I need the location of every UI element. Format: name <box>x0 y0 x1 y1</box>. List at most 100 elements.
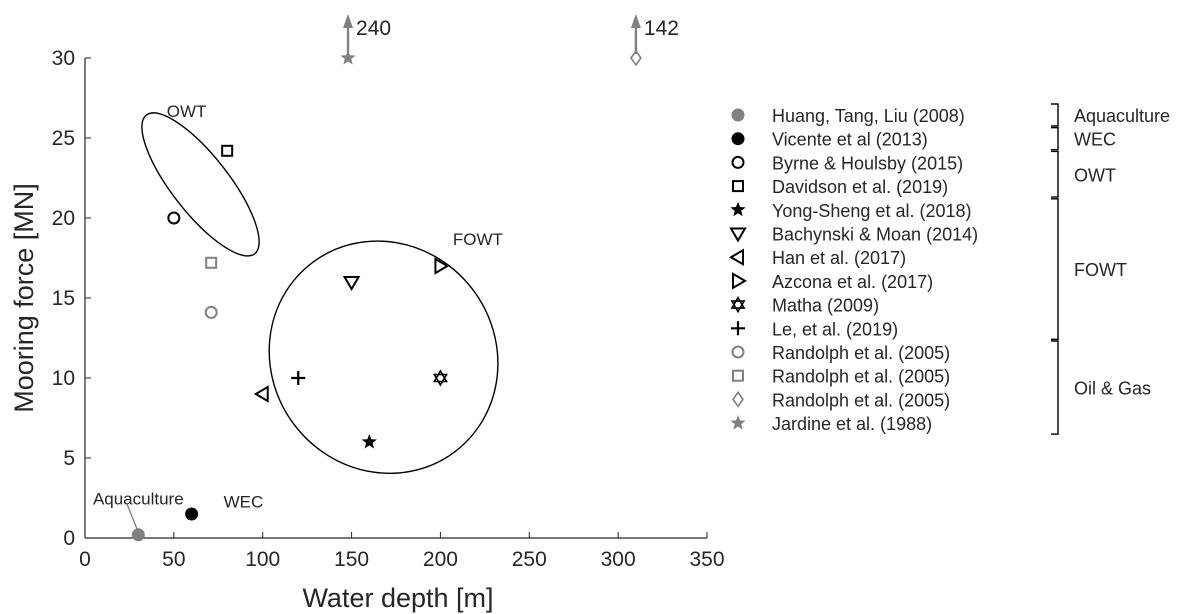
legend-label: Randolph et al. (2005) <box>772 367 950 387</box>
data-point <box>131 528 145 542</box>
y-tick-label: 5 <box>63 447 75 470</box>
offscale-arrowhead <box>343 14 354 28</box>
legend-entry: Huang, Tang, Liu (2008) <box>731 106 965 126</box>
data-point <box>342 276 361 291</box>
y-tick-label: 0 <box>63 527 75 550</box>
legend-marker <box>732 369 744 382</box>
data-point <box>434 257 450 275</box>
group-ellipses <box>141 112 499 475</box>
legend-marker <box>731 155 745 169</box>
legend-entry: Le, et al. (2019) <box>731 319 898 339</box>
legend-entry: Matha (2009) <box>730 296 879 316</box>
data-point <box>204 305 218 319</box>
legend-group-bracket <box>1051 198 1059 340</box>
legend-entry: Vicente et al (2013) <box>731 130 928 150</box>
data-point <box>361 434 377 449</box>
data-point <box>221 144 234 157</box>
legend-group-label: Oil & Gas <box>1074 379 1151 399</box>
offscale-value-label: 240 <box>356 17 391 40</box>
y-tick-label: 20 <box>52 207 75 230</box>
legend: Huang, Tang, Liu (2008) Vicente et al (20… <box>729 103 1170 435</box>
legend-group-bracket <box>1051 340 1059 435</box>
legend-marker <box>731 108 745 122</box>
ellipse-fowt <box>268 240 499 475</box>
legend-group-label: Aquaculture <box>1074 106 1170 126</box>
legend-entry: Randolph et al. (2005) <box>731 343 950 363</box>
legend-entry: Davidson et al. (2019) <box>732 177 948 197</box>
legend-label: Byrne & Houlsby (2015) <box>772 153 963 173</box>
legend-label: Randolph et al. (2005) <box>772 390 950 410</box>
x-tick-label: 200 <box>423 548 458 571</box>
x-tick-label: 150 <box>334 548 369 571</box>
legend-group-bracket <box>1051 103 1059 127</box>
legend-entry: Bachynski & Moan (2014) <box>729 225 978 245</box>
legend-label: Jardine et al. (1988) <box>772 414 932 434</box>
ellipse-owt <box>141 112 260 257</box>
x-tick-label: 300 <box>601 548 636 571</box>
legend-group-bracket <box>1051 127 1059 151</box>
x-tick-label: 100 <box>245 548 280 571</box>
data-point <box>253 385 269 403</box>
annotation-owt: OWT <box>167 102 207 121</box>
data-markers: 240 142 <box>131 14 679 542</box>
offscale-arrowhead <box>630 14 641 28</box>
legend-entry: Randolph et al. (2005) <box>732 367 950 387</box>
x-tick-label: 250 <box>512 548 547 571</box>
data-point <box>205 256 218 269</box>
x-tick-label: 0 <box>79 548 91 571</box>
legend-marker <box>729 227 747 243</box>
legend-marker <box>731 345 745 359</box>
legend-marker <box>731 132 745 146</box>
legend-entry: Han et al. (2017) <box>729 248 906 268</box>
legend-marker <box>730 201 746 217</box>
legend-label: Huang, Tang, Liu (2008) <box>772 106 965 126</box>
legend-marker <box>730 296 746 314</box>
data-point <box>291 371 306 385</box>
x-axis-label: Water depth [m] <box>302 583 493 613</box>
legend-entry: Jardine et al. (1988) <box>730 414 932 434</box>
axes: 0 50 100 150 200 250 300 350 0 5 10 15 20 25 30 <box>52 47 725 571</box>
legend-label: Han et al. (2017) <box>772 248 906 268</box>
legend-marker <box>731 321 745 336</box>
data-point <box>167 211 181 225</box>
legend-group-bracket <box>1051 150 1059 198</box>
y-tick-label: 25 <box>52 127 75 150</box>
x-tick-label: 350 <box>689 548 724 571</box>
legend-group-label: WEC <box>1074 130 1116 150</box>
legend-marker <box>732 180 744 193</box>
legend-marker <box>732 391 744 408</box>
data-point <box>432 369 448 387</box>
legend-label: Azcona et al. (2017) <box>772 272 933 292</box>
legend-group-label: OWT <box>1074 165 1116 185</box>
x-tick-label: 50 <box>162 548 185 571</box>
annotation-aquaculture: Aquaculture <box>93 489 184 508</box>
legend-entry: Azcona et al. (2017) <box>732 272 933 292</box>
data-point <box>340 50 356 65</box>
legend-label: Vicente et al (2013) <box>772 130 928 150</box>
y-tick-label: 30 <box>52 47 75 70</box>
data-point <box>185 507 199 521</box>
legend-group-label: FOWT <box>1074 260 1127 280</box>
legend-marker <box>729 248 744 266</box>
annotation-wec: WEC <box>224 493 264 512</box>
legend-entry: Yong-Sheng et al. (2018) <box>730 201 972 221</box>
legend-label: Le, et al. (2019) <box>772 319 898 339</box>
y-tick-label: 15 <box>52 287 75 310</box>
annotation-fowt: FOWT <box>453 230 503 249</box>
legend-marker <box>732 272 747 290</box>
legend-label: Davidson et al. (2019) <box>772 177 948 197</box>
legend-label: Bachynski & Moan (2014) <box>772 225 978 245</box>
legend-entry: Byrne & Houlsby (2015) <box>731 153 963 173</box>
aquaculture-pointer <box>126 504 138 531</box>
data-point <box>629 49 642 67</box>
y-axis-label: Mooring force [MN] <box>9 183 39 413</box>
legend-marker <box>730 415 746 430</box>
offscale-value-label: 142 <box>644 17 679 40</box>
legend-label: Matha (2009) <box>772 296 879 316</box>
legend-label: Randolph et al. (2005) <box>772 343 950 363</box>
y-tick-label: 10 <box>52 367 75 390</box>
annotations: OWT FOWT Aquaculture WEC <box>93 102 503 531</box>
legend-entry: Randolph et al. (2005) <box>732 390 950 410</box>
legend-label: Yong-Sheng et al. (2018) <box>772 201 972 221</box>
